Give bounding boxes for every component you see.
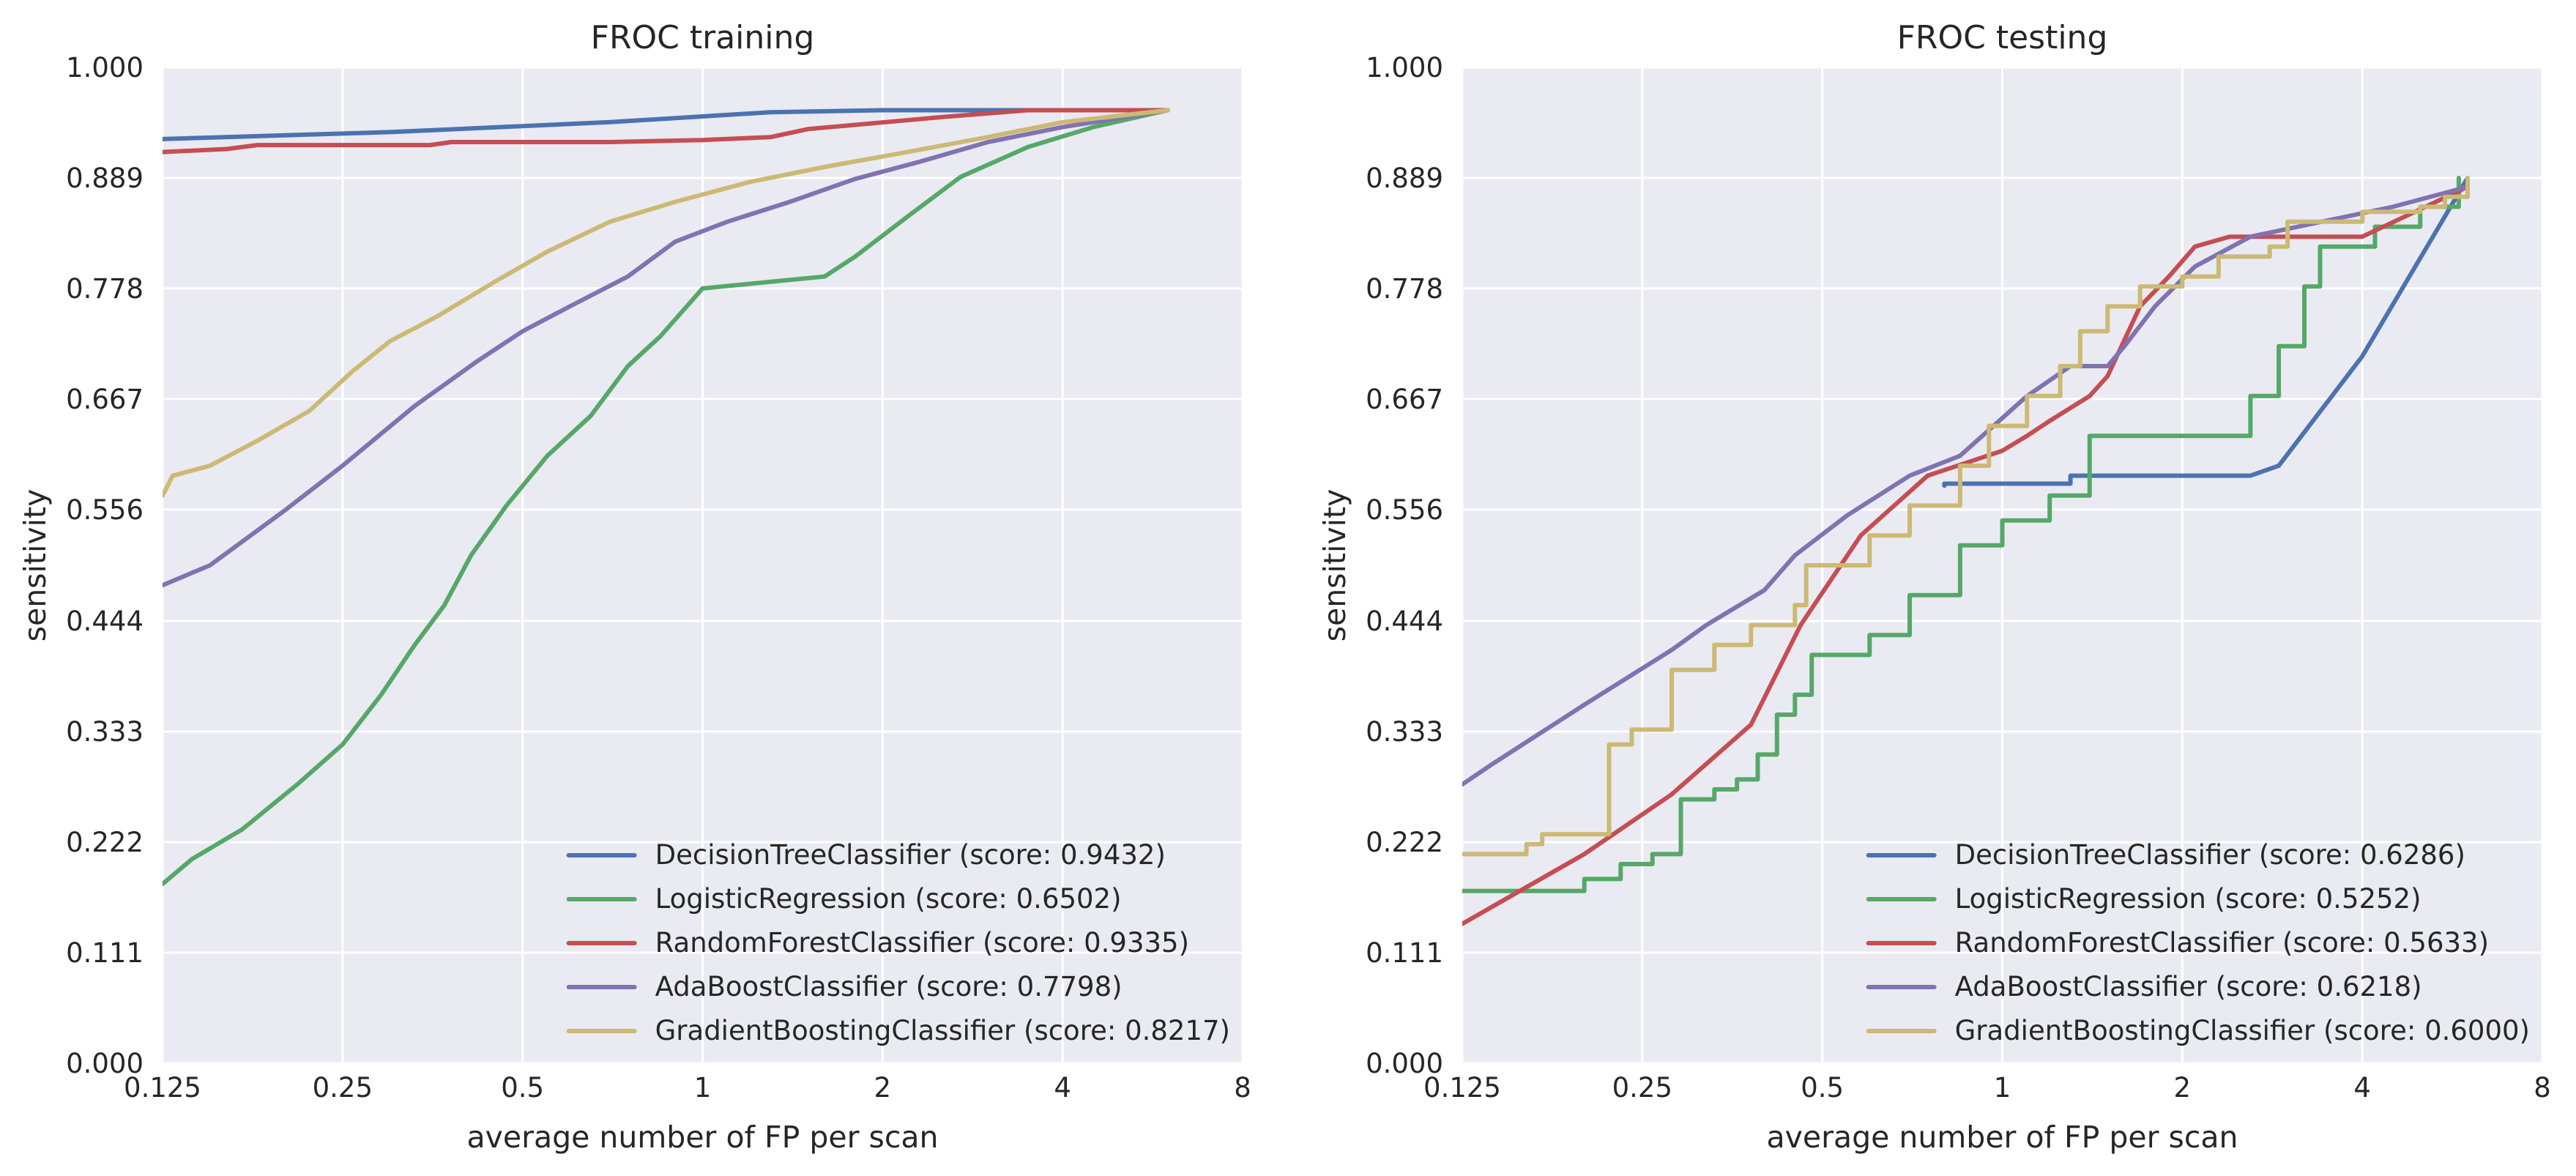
legend-label: AdaBoostClassifier (score: 0.6218)	[1955, 971, 2422, 1002]
legend-label: LogisticRegression (score: 0.5252)	[1955, 883, 2421, 915]
chart-title: FROC testing	[1897, 19, 2108, 56]
series-line-0	[163, 108, 1170, 141]
legend: DecisionTreeClassifier (score: 0.9432) Lo…	[566, 839, 1230, 1046]
series-lines	[163, 108, 1170, 887]
x-tick-label: 0.5	[1801, 1072, 1844, 1104]
y-tick-label: 0.000	[1366, 1048, 1443, 1079]
legend-label: DecisionTreeClassifier (score: 0.9432)	[655, 839, 1166, 871]
y-tick-label: 0.111	[1366, 937, 1443, 969]
x-tick-label: 0.25	[1612, 1072, 1672, 1104]
y-tick-label: 0.000	[66, 1048, 144, 1079]
y-tick-label: 0.444	[66, 606, 144, 637]
legend: DecisionTreeClassifier (score: 0.6286) Lo…	[1866, 839, 2530, 1046]
chart-froc-testing: 0.125 0.25 0.5 1 2 4 8 0.000 0.111 0.222 0.333 0.44…	[1317, 19, 2551, 1155]
legend-label: GradientBoostingClassifier (score: 0.600…	[1955, 1015, 2530, 1046]
x-tick-label: 1	[694, 1072, 712, 1104]
y-tick-label: 0.667	[66, 384, 144, 415]
series-line-3	[163, 108, 1170, 588]
series-line-4	[163, 108, 1170, 498]
series-line-2	[1462, 185, 2470, 926]
series-lines	[1462, 176, 2470, 926]
series-line-2	[163, 108, 1170, 155]
y-axis-label: sensitivity	[1317, 489, 1352, 642]
y-tick-label: 0.889	[66, 163, 144, 194]
x-tick-label: 4	[1054, 1072, 1071, 1104]
x-tick-label: 0.5	[501, 1072, 544, 1104]
series-line-0	[1942, 176, 2470, 488]
y-tick-label: 0.667	[1366, 384, 1443, 415]
y-tick-label: 0.111	[66, 937, 144, 969]
y-axis-label: sensitivity	[18, 489, 53, 642]
x-tick-label: 1	[1994, 1072, 2011, 1104]
y-tick-label: 0.556	[1366, 494, 1443, 526]
y-tick-label: 1.000	[1366, 52, 1443, 83]
x-tick-label: 8	[1234, 1072, 1251, 1104]
x-tick-label: 2	[2174, 1072, 2192, 1104]
y-tick-label: 0.333	[66, 716, 144, 748]
y-tick-label: 0.556	[66, 494, 144, 526]
y-tick-label: 1.000	[66, 52, 144, 83]
x-tick-label: 4	[2353, 1072, 2371, 1104]
y-tick-label: 0.222	[66, 827, 144, 858]
x-tick-label: 8	[2534, 1072, 2551, 1104]
x-tick-label: 0.125	[124, 1072, 201, 1104]
chart-froc-training: 0.125 0.25 0.5 1 2 4 8 0.000 0.111 0.222 0.333 0.44…	[18, 19, 1251, 1155]
y-tick-label: 0.444	[1366, 606, 1443, 637]
legend-label: RandomForestClassifier (score: 0.5633)	[1955, 927, 2489, 959]
series-line-3	[1462, 185, 2470, 787]
legend-label: RandomForestClassifier (score: 0.9335)	[655, 927, 1189, 959]
y-tick-label: 0.889	[1366, 163, 1443, 194]
series-line-1	[163, 108, 1170, 887]
legend-label: GradientBoostingClassifier (score: 0.821…	[655, 1015, 1230, 1046]
x-axis-label: average number of FP per scan	[1767, 1120, 2238, 1155]
y-tick-label: 0.333	[1366, 716, 1443, 748]
x-axis-label: average number of FP per scan	[467, 1120, 939, 1155]
x-tick-label: 2	[874, 1072, 892, 1104]
chart-title: FROC training	[591, 19, 815, 56]
x-tick-label: 0.25	[313, 1072, 373, 1104]
x-tick-label: 0.125	[1423, 1072, 1501, 1104]
legend-label: AdaBoostClassifier (score: 0.7798)	[655, 971, 1123, 1002]
y-tick-label: 0.222	[1366, 827, 1443, 858]
y-tick-label: 0.778	[66, 273, 144, 305]
y-tick-label: 0.778	[1366, 273, 1443, 305]
legend-label: LogisticRegression (score: 0.6502)	[655, 883, 1122, 915]
series-line-1	[1462, 176, 2461, 893]
series-line-4	[1462, 176, 2470, 857]
legend-label: DecisionTreeClassifier (score: 0.6286)	[1955, 839, 2465, 871]
